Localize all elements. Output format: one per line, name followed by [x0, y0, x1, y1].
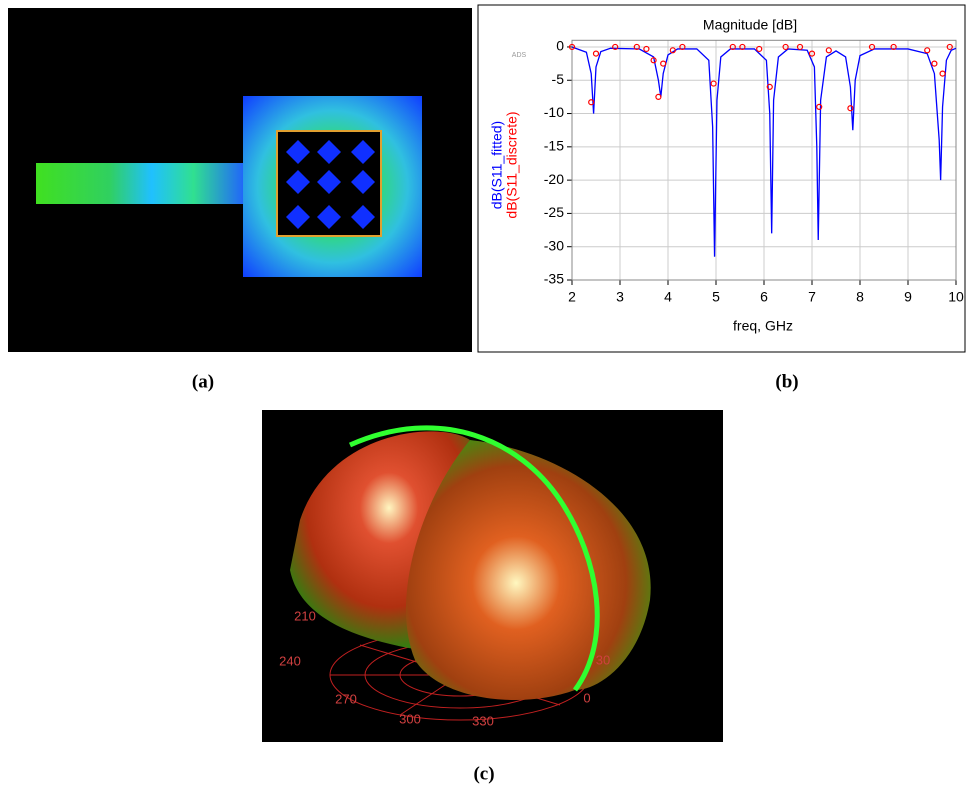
x-tick-label: 7: [808, 289, 816, 305]
y-tick-label: -35: [544, 271, 564, 287]
x-tick-label: 8: [856, 289, 864, 305]
polar-label: 330: [472, 713, 494, 728]
x-tick-label: 5: [712, 289, 720, 305]
polar-label: 270: [335, 691, 357, 706]
y-tick-label: 0: [556, 38, 564, 54]
polar-label: 30: [596, 652, 610, 667]
diamonds: [286, 140, 375, 229]
panel-label: (b): [775, 371, 798, 392]
x-tick-label: 10: [948, 289, 964, 305]
y-tick-label: -15: [544, 138, 564, 154]
panel-c: 210 240 270 300 330 0 30: [262, 410, 723, 742]
legend-entry: dB(S11_fitted): [489, 121, 505, 209]
feed-line: [36, 163, 246, 204]
panel-label: (c): [473, 763, 494, 784]
x-tick-label: 2: [568, 289, 576, 305]
panel-b: Magnitude [dB] freq, GHz ADS dB(S11_fitt…: [478, 5, 965, 352]
watermark: ADS: [512, 52, 527, 59]
x-tick-label: 4: [664, 289, 672, 305]
polar-label: 210: [294, 608, 316, 623]
figure: Magnitude [dB] freq, GHz ADS dB(S11_fitt…: [0, 0, 969, 787]
chart-title: Magnitude [dB]: [703, 17, 797, 33]
legend-entry: dB(S11_discrete): [504, 111, 520, 218]
polar-label: 240: [279, 653, 301, 668]
y-tick-label: -30: [544, 237, 564, 253]
x-tick-label: 6: [760, 289, 768, 305]
panel-label: (a): [192, 371, 214, 392]
y-tick-label: -20: [544, 171, 564, 187]
panel-a: [8, 8, 472, 352]
y-tick-label: -25: [544, 204, 564, 220]
x-tick-label: 9: [904, 289, 912, 305]
polar-label: 0: [583, 690, 590, 705]
x-axis-label: freq, GHz: [733, 318, 793, 334]
y-tick-label: -10: [544, 104, 564, 120]
polar-label: 300: [399, 711, 421, 726]
x-tick-label: 3: [616, 289, 624, 305]
y-tick-label: -5: [552, 71, 565, 87]
